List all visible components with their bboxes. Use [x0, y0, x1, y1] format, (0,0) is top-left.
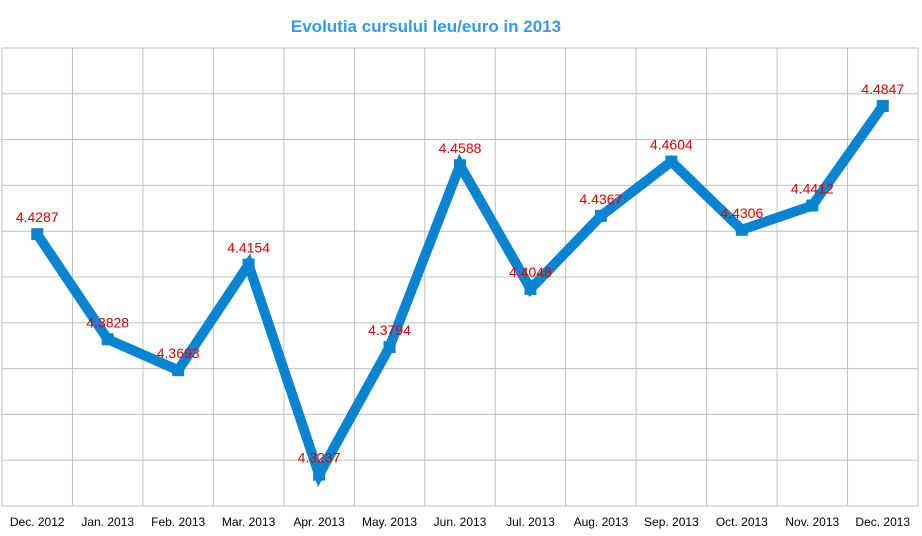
data-label: 4.3693 [157, 345, 200, 361]
data-label: 4.4588 [439, 140, 482, 156]
x-tick-label: Aug. 2013 [574, 515, 629, 529]
series-line-group [31, 99, 889, 487]
x-tick-label: Mar. 2013 [222, 515, 276, 529]
data-point [242, 258, 255, 271]
x-tick-label: Jun. 2013 [434, 515, 487, 529]
data-point [524, 282, 537, 295]
data-label: 4.4306 [720, 205, 763, 221]
grid-lines [1, 47, 919, 507]
data-label: 4.4604 [650, 137, 693, 153]
data-label: 4.3828 [86, 314, 129, 330]
x-tick-labels: Dec. 2012 Jan. 2013 Feb. 2013 Mar. 2013 Apr.… [10, 515, 911, 529]
data-labels: 4.4287 4.3828 4.3693 4.4154 4.3237 4.3794 4.45… [16, 81, 905, 466]
x-tick-label: Nov. 2013 [785, 515, 839, 529]
data-label: 4.3794 [368, 322, 411, 338]
data-point [101, 333, 114, 346]
x-tick-label: Sep. 2013 [644, 515, 699, 529]
data-label: 4.4287 [16, 209, 59, 225]
x-tick-label: Dec. 2013 [855, 515, 910, 529]
data-label: 4.4048 [509, 264, 552, 280]
chart-title: Evolutia cursului leu/euro in 2013 [291, 17, 561, 36]
data-point [806, 199, 819, 212]
data-label: 4.3237 [298, 450, 341, 466]
x-tick-label: Apr. 2013 [293, 515, 345, 529]
data-point [594, 209, 607, 222]
data-label: 4.4847 [861, 81, 904, 97]
data-point [313, 468, 326, 481]
x-tick-label: Dec. 2012 [10, 515, 65, 529]
data-point [735, 223, 748, 236]
data-point [383, 341, 396, 354]
x-tick-label: May. 2013 [362, 515, 417, 529]
data-point [665, 155, 678, 168]
data-label: 4.4367 [580, 191, 623, 207]
data-point [31, 228, 44, 241]
data-point [454, 159, 466, 172]
data-point [876, 99, 889, 112]
x-tick-label: Feb. 2013 [151, 515, 205, 529]
x-tick-label: Jan. 2013 [81, 515, 134, 529]
x-tick-label: Oct. 2013 [716, 515, 768, 529]
data-label: 4.4154 [227, 240, 270, 256]
data-point [172, 364, 185, 377]
x-tick-label: Jul. 2013 [506, 515, 555, 529]
data-label: 4.4412 [791, 181, 834, 197]
